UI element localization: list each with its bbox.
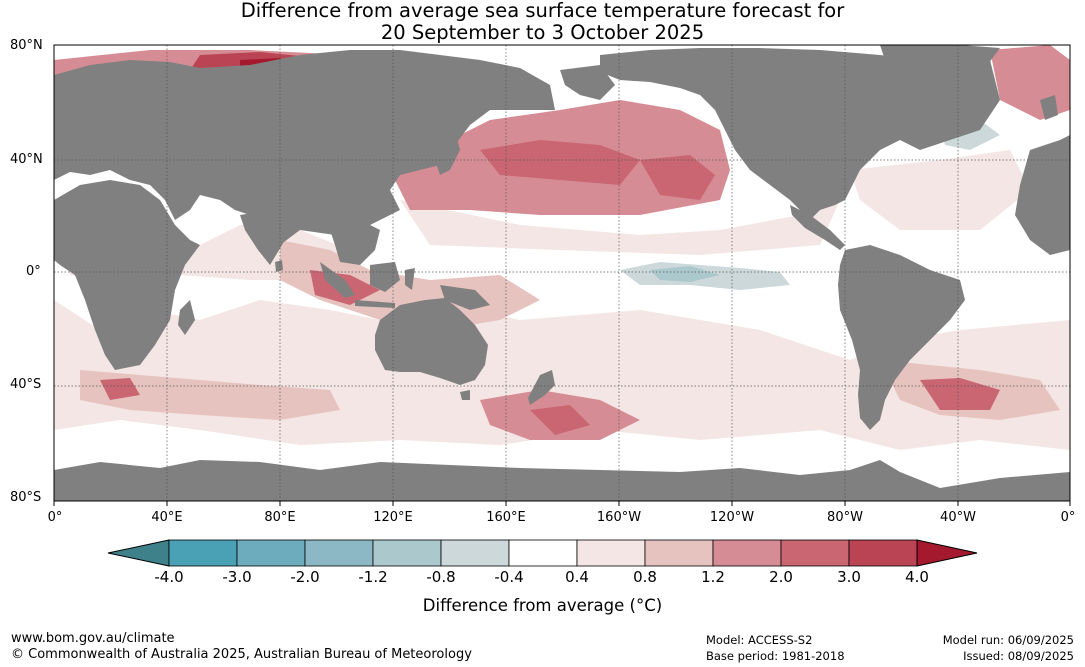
colorbar-segment [168, 539, 238, 567]
greenland-landmass [880, 45, 1000, 100]
footer-model: Model: ACCESS-S2 [706, 633, 813, 647]
colorbar-left-arrow [107, 539, 170, 567]
indochina-landmass [330, 220, 380, 265]
colorbar-segment [508, 539, 578, 567]
south-america-landmass [838, 245, 965, 430]
colorbar [107, 539, 978, 567]
anomaly-light-warm [400, 200, 840, 255]
tasmania-landmass [460, 390, 470, 400]
japan-landmass [435, 130, 460, 175]
lat-label-80s: 80°S [10, 490, 42, 505]
colorbar-label: 0.8 [633, 568, 657, 586]
colorbar-segment [236, 539, 306, 567]
colorbar-right-arrow [916, 539, 978, 567]
colorbar-label: -2.0 [290, 568, 320, 586]
alaska-landmass [560, 65, 615, 100]
anomaly-strong-warm [530, 405, 590, 435]
colorbar-label: 3.0 [837, 568, 861, 586]
europe-landmass [1015, 135, 1070, 255]
landmasses [54, 45, 1070, 501]
anomaly-light-warm [850, 150, 1030, 230]
sri-lanka-landmass [275, 260, 283, 272]
map-frame [53, 44, 1071, 502]
footer-base-period: Base period: 1981-2018 [706, 649, 845, 663]
colorbar-label: -3.0 [222, 568, 252, 586]
footer-url[interactable]: www.bom.gov.au/climate [11, 631, 175, 646]
borneo-landmass [370, 262, 400, 292]
colorbar-segment [712, 539, 782, 567]
colorbar-segment [304, 539, 374, 567]
footer-issued: Issued: 08/09/2025 [963, 649, 1074, 663]
lon-label-160w: 160°W [596, 510, 642, 525]
colorbar-label: 4.0 [905, 568, 929, 586]
graticule [54, 45, 1070, 501]
colorbar-title: Difference from average (°C) [422, 596, 663, 615]
colorbar-label: 2.0 [769, 568, 793, 586]
sumatra-landmass [320, 262, 355, 298]
lat-label-0: 0° [26, 264, 41, 279]
colorbar-label: -1.2 [358, 568, 388, 586]
colorbar-segment [644, 539, 714, 567]
lon-label-120e: 120°E [373, 510, 413, 525]
colorbar-label: -0.8 [426, 568, 456, 586]
new-guinea-landmass [440, 285, 490, 310]
title-line-1: Difference from average sea surface temp… [240, 0, 845, 22]
lon-label-160e: 160°E [486, 510, 526, 525]
lon-label-80w: 80°W [827, 510, 863, 525]
anomaly-strong-warm [640, 155, 715, 200]
footer-copyright: © Commonwealth of Australia 2025, Austra… [11, 647, 472, 662]
africa-landmass [54, 180, 200, 370]
eurasia-landmass [54, 50, 555, 255]
anomaly-cool [650, 266, 720, 282]
lon-label-40w: 40°W [940, 510, 976, 525]
new-zealand-landmass [528, 370, 555, 405]
lon-label-0: 0° [47, 510, 63, 525]
britain-landmass [1040, 95, 1058, 120]
anomaly-strong-warm [100, 378, 140, 400]
anomaly-medium-warm [80, 370, 340, 420]
lon-label-120w: 120°W [709, 510, 755, 525]
colorbar-segment [576, 539, 646, 567]
colorbar-label: 1.2 [701, 568, 725, 586]
colorbar-segment [848, 539, 918, 567]
lat-label-40n: 40°N [10, 152, 43, 167]
anomaly-strong-warm [480, 140, 640, 185]
colorbar-segment [372, 539, 442, 567]
lat-label-80n: 80°N [10, 38, 43, 53]
australia-landmass [375, 298, 488, 385]
lon-label-40e: 40°E [151, 510, 183, 525]
india-landmass [240, 210, 290, 265]
sulawesi-landmass [405, 268, 415, 290]
colorbar-segment [440, 539, 510, 567]
colorbar-label: -4.0 [154, 568, 184, 586]
java-landmass [355, 300, 395, 308]
footer-model-run: Model run: 06/09/2025 [942, 633, 1074, 647]
lat-label-40s: 40°S [10, 377, 42, 392]
map-title: Difference from average sea surface temp… [0, 0, 1085, 44]
title-line-2: 20 September to 3 October 2025 [380, 21, 705, 44]
lon-label-0-right: 0° [1060, 510, 1076, 525]
colorbar-segment [780, 539, 850, 567]
antarctica-landmass [54, 460, 1070, 501]
north-america-landmass [600, 48, 1000, 220]
colorbar-label: 0.4 [565, 568, 589, 586]
colorbar-label: -0.4 [494, 568, 524, 586]
lon-label-80e: 80°E [264, 510, 296, 525]
madagascar-landmass [178, 300, 195, 335]
central-america-landmass [790, 205, 845, 250]
